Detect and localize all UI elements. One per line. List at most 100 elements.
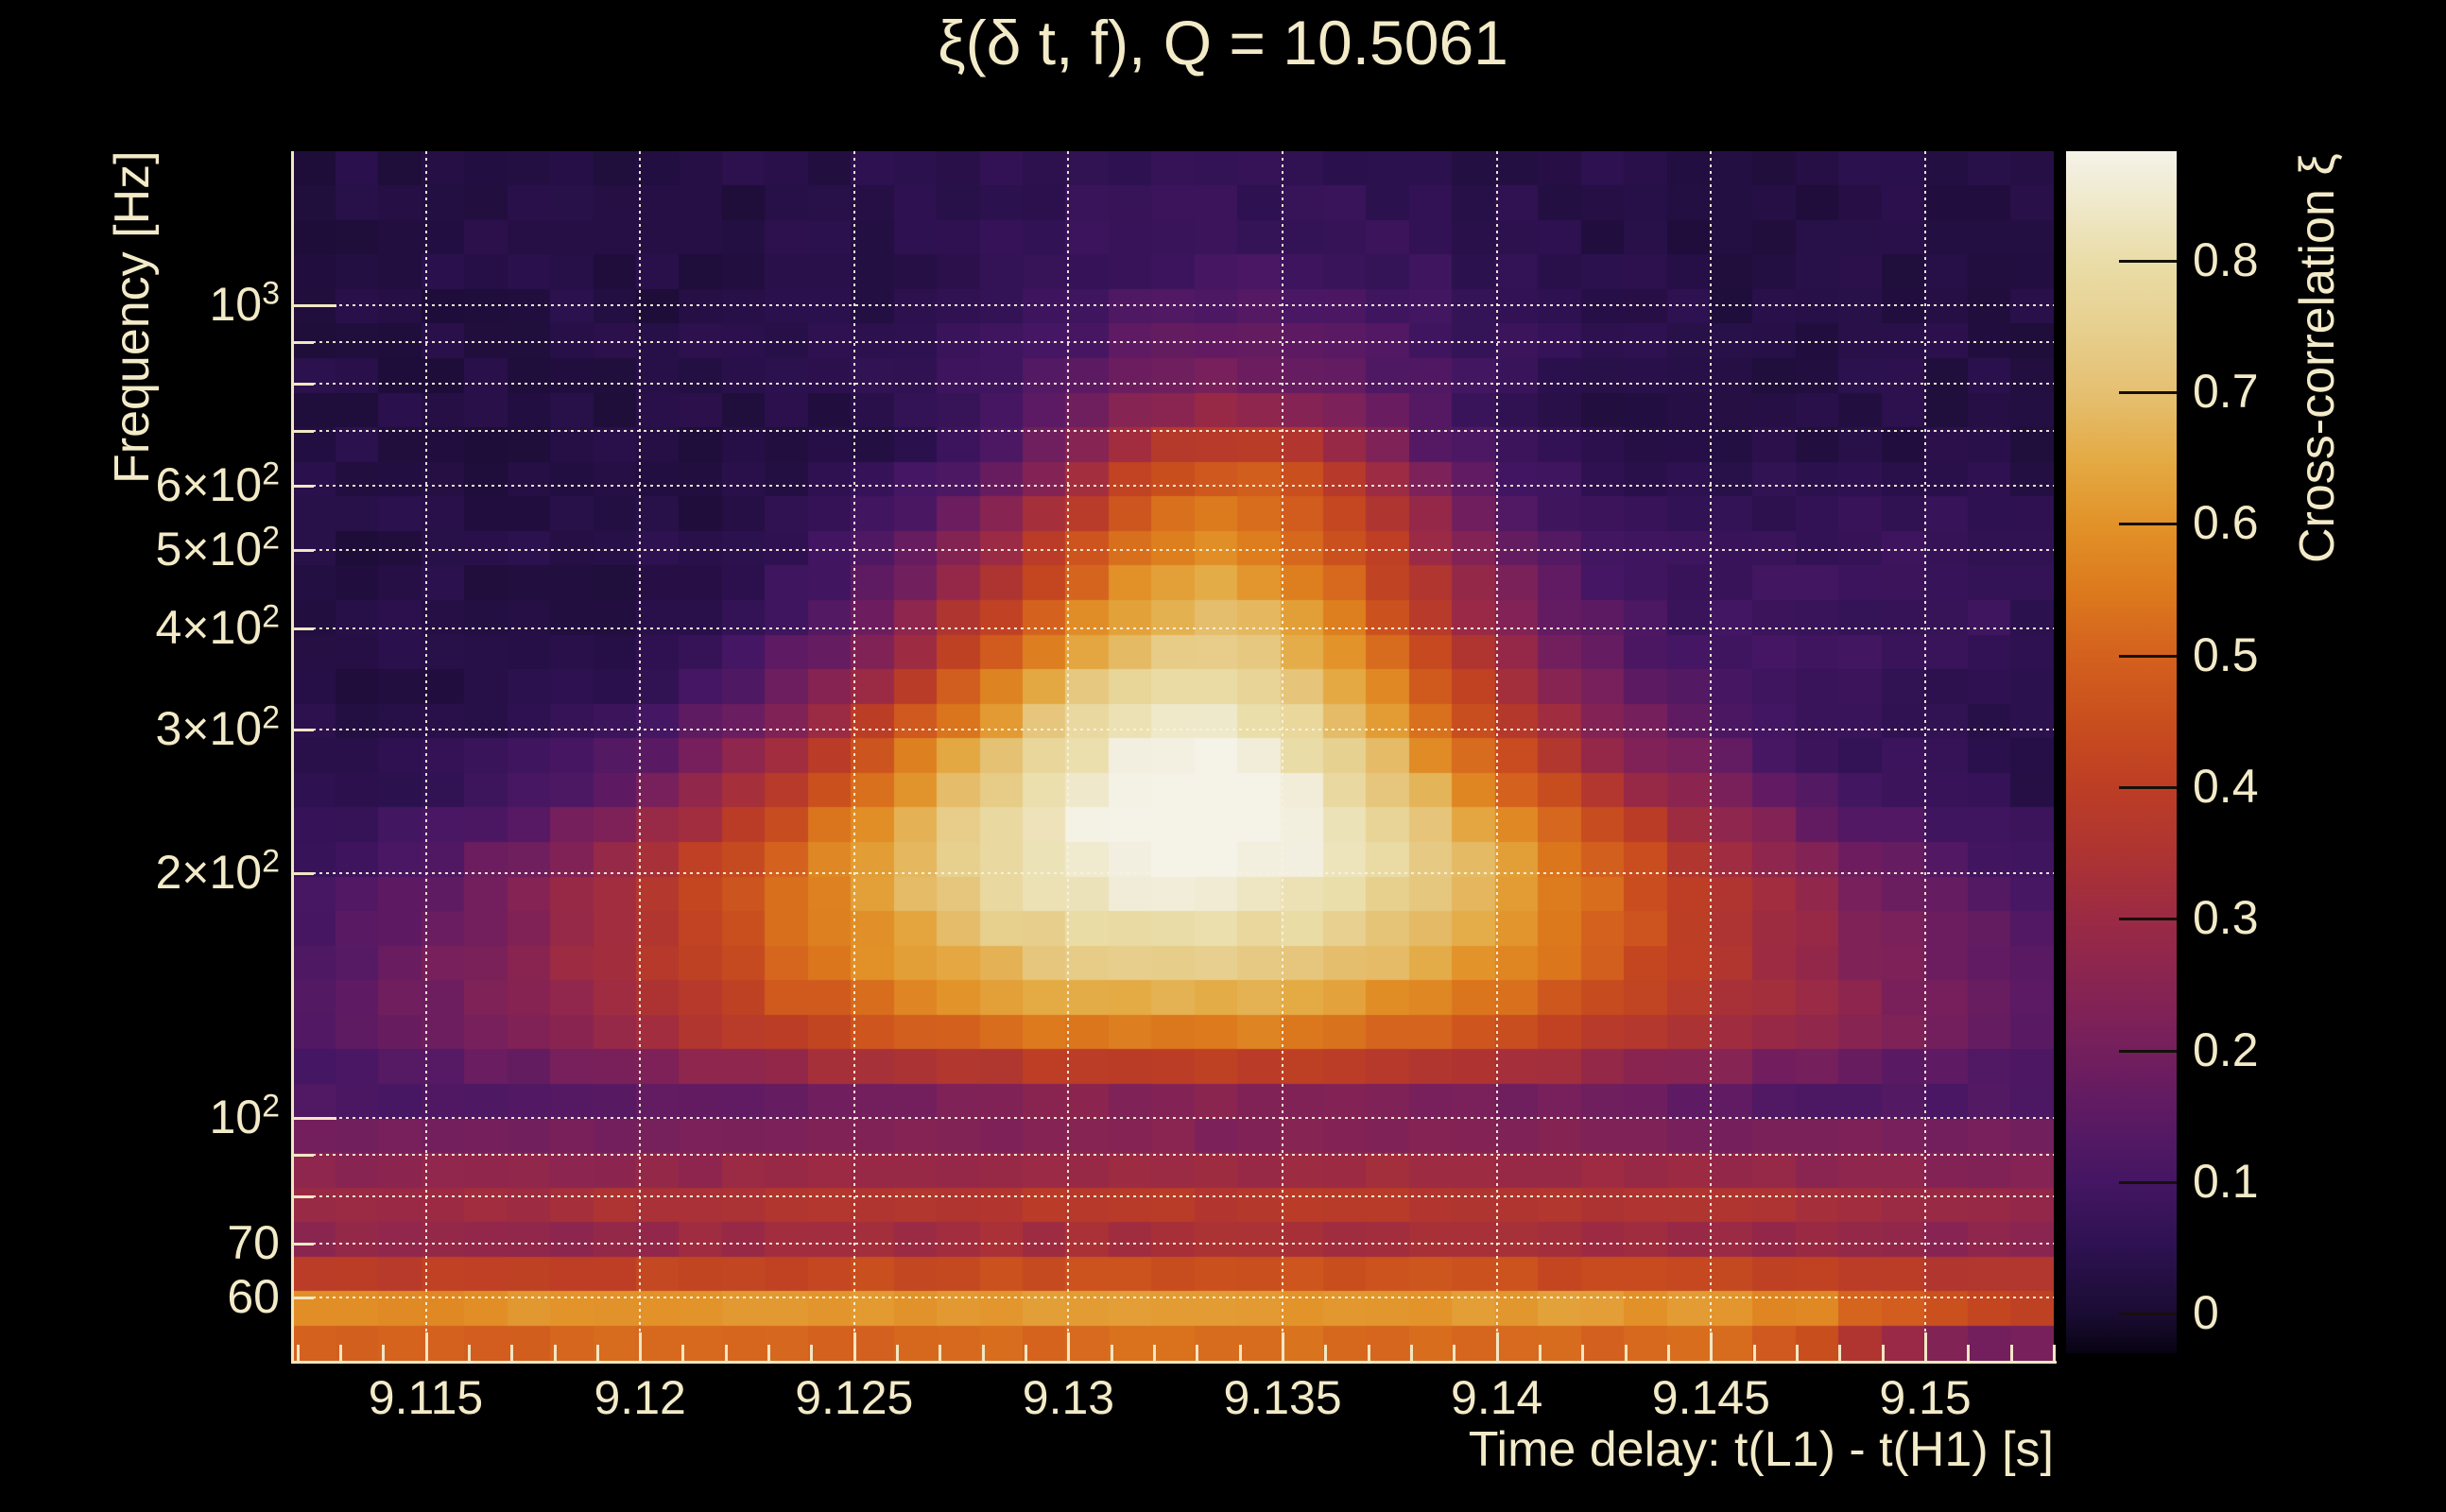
x-tick-mark-9.143 (1624, 1345, 1628, 1361)
x-axis-title: Time delay: t(L1) - t(H1) [s] (1468, 1422, 2054, 1477)
x-tick-mark-9.115 (424, 1332, 428, 1361)
colorbar-tick-mark-0.6 (2119, 523, 2177, 526)
y-tick-label-60hz: 60 (227, 1270, 280, 1324)
y-tick-exponent: 2 (262, 843, 280, 880)
x-tick-mark-9.153 (2053, 1345, 2056, 1361)
x-tick-mark-9.152 (2009, 1345, 2013, 1361)
colorbar-tick-mark-0.5 (2119, 654, 2177, 658)
h-gridline-400hz (293, 627, 2054, 630)
x-tick-mark-9.150 (1924, 1332, 1927, 1361)
x-tick-mark-9.117 (510, 1345, 514, 1361)
x-tick-mark-9.137 (1367, 1345, 1370, 1361)
colorbar-tick-mark-0.1 (2119, 1180, 2177, 1184)
colorbar-tick-mark-0.7 (2119, 390, 2177, 394)
x-tick-mark-9.130 (1067, 1332, 1071, 1361)
x-tick-mark-9.144 (1667, 1345, 1671, 1361)
x-tick-mark-9.112 (296, 1345, 300, 1361)
y-axis-line (291, 151, 294, 1364)
x-tick-mark-9.148 (1838, 1345, 1842, 1361)
x-tick-mark-9.120 (639, 1332, 643, 1361)
colorbar-tick-mark-0 (2119, 1313, 2177, 1316)
x-tick-label-9.14: 9.14 (1451, 1371, 1543, 1424)
colorbar-tick-label-0.7: 0.7 (2193, 364, 2259, 418)
v-gridline-9.12 (639, 151, 642, 1361)
h-gridline-200hz (293, 871, 2054, 874)
h-gridline-90hz (293, 1154, 2054, 1157)
h-gridline-900hz (293, 341, 2054, 344)
x-tick-mark-9.121 (681, 1345, 685, 1361)
x-tick-mark-9.126 (896, 1345, 900, 1361)
x-tick-mark-9.145 (1710, 1332, 1714, 1361)
x-tick-mark-9.131 (1110, 1345, 1113, 1361)
y-tick-mark-900hz (293, 341, 314, 345)
x-tick-mark-9.129 (1025, 1345, 1028, 1361)
x-tick-label-9.12: 9.12 (594, 1371, 686, 1424)
x-tick-mark-9.127 (939, 1345, 942, 1361)
x-tick-mark-9.134 (1238, 1345, 1242, 1361)
x-tick-mark-9.118 (553, 1345, 557, 1361)
x-tick-mark-9.139 (1453, 1345, 1456, 1361)
x-tick-mark-9.141 (1539, 1345, 1542, 1361)
y-tick-mark-100hz (293, 1116, 336, 1120)
chart-title: ξ(δ t, f), Q = 10.5061 (938, 8, 1508, 77)
x-tick-label-9.115: 9.115 (368, 1371, 484, 1424)
h-gridline-100hz (293, 1116, 2054, 1119)
x-tick-label-9.125: 9.125 (795, 1371, 914, 1424)
y-tick-mark-700hz (293, 430, 314, 434)
x-tick-mark-9.125 (853, 1332, 856, 1361)
y-tick-mark-600hz (293, 484, 314, 488)
x-tick-mark-9.138 (1410, 1345, 1414, 1361)
x-tick-label-9.135: 9.135 (1223, 1371, 1342, 1424)
y-tick-mark-1000hz (293, 303, 336, 307)
x-tick-mark-9.123 (767, 1345, 771, 1361)
x-tick-label-9.13: 9.13 (1022, 1371, 1115, 1424)
x-tick-mark-9.135 (1282, 1332, 1285, 1361)
y-tick-exponent: 2 (262, 699, 280, 736)
x-tick-mark-9.114 (382, 1345, 386, 1361)
y-tick-label-200hz: 2×102 (155, 843, 280, 899)
colorbar-tick-label-0.8: 0.8 (2193, 232, 2259, 286)
x-tick-mark-9.136 (1324, 1345, 1328, 1361)
y-tick-label-100hz: 102 (209, 1088, 280, 1143)
v-gridline-9.13 (1067, 151, 1070, 1361)
colorbar-title: Cross-correlation ξ (2290, 153, 2345, 563)
colorbar-tick-mark-0.3 (2119, 918, 2177, 921)
v-gridline-9.15 (1924, 151, 1926, 1361)
v-gridline-9.125 (853, 151, 855, 1361)
v-gridline-9.135 (1282, 151, 1284, 1361)
y-tick-exponent: 2 (262, 455, 280, 491)
colorbar-tick-label-0.3: 0.3 (2193, 891, 2259, 945)
x-tick-mark-9.119 (595, 1345, 599, 1361)
h-gridline-300hz (293, 729, 2054, 731)
colorbar (2066, 151, 2177, 1353)
h-gridline-70hz (293, 1242, 2054, 1245)
colorbar-tick-mark-0.4 (2119, 785, 2177, 789)
y-tick-label-400hz: 4×102 (155, 598, 280, 655)
x-tick-mark-9.113 (338, 1345, 342, 1361)
colorbar-tick-label-0.5: 0.5 (2193, 627, 2259, 681)
y-tick-label-500hz: 5×102 (155, 520, 280, 576)
y-tick-mark-500hz (293, 548, 314, 552)
y-tick-label-300hz: 3×102 (155, 699, 280, 756)
y-tick-exponent: 2 (262, 520, 280, 557)
colorbar-tick-mark-0.8 (2119, 259, 2177, 263)
y-tick-mark-80hz (293, 1194, 314, 1198)
h-gridline-80hz (293, 1194, 2054, 1197)
colorbar-tick-label-0.6: 0.6 (2193, 496, 2259, 550)
y-tick-label-1000hz: 103 (209, 275, 280, 331)
x-tick-mark-9.149 (1881, 1345, 1885, 1361)
y-tick-label-600hz: 6×102 (155, 455, 280, 511)
y-tick-mark-60hz (293, 1297, 314, 1300)
x-tick-mark-9.142 (1581, 1345, 1585, 1361)
x-tick-mark-9.133 (1196, 1345, 1199, 1361)
x-tick-mark-9.151 (1967, 1345, 1971, 1361)
y-tick-exponent: 3 (262, 275, 280, 312)
h-gridline-500hz (293, 548, 2054, 551)
y-tick-label-70hz: 70 (227, 1215, 280, 1269)
y-tick-mark-400hz (293, 627, 314, 631)
colorbar-tick-label-0.4: 0.4 (2193, 759, 2259, 813)
x-tick-mark-9.132 (1153, 1345, 1157, 1361)
heatmap-canvas (293, 151, 2054, 1361)
colorbar-tick-label-0: 0 (2193, 1286, 2219, 1340)
